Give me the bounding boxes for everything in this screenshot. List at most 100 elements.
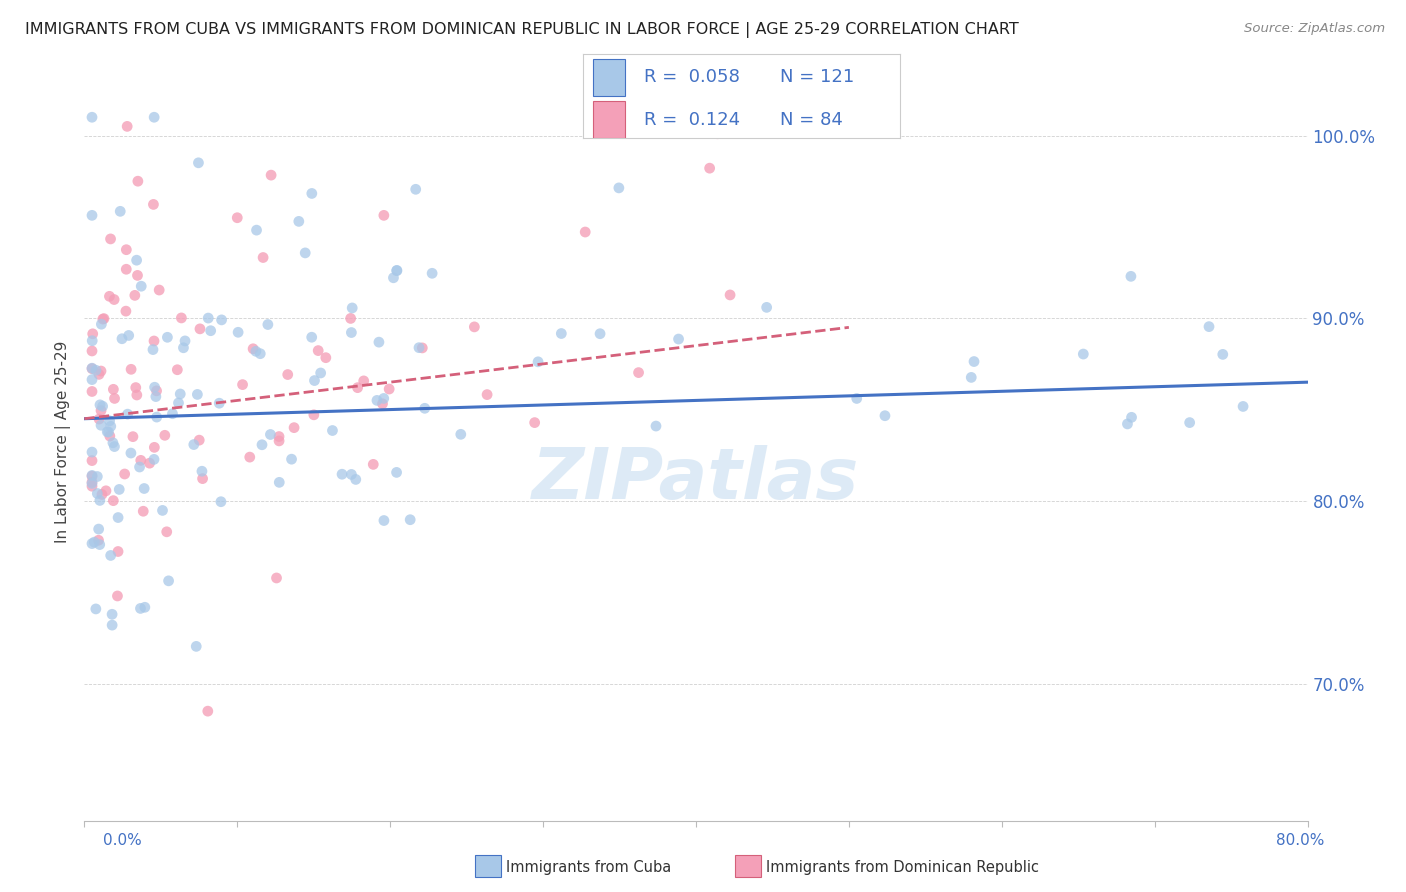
Point: [101, 435, 124, 450]
Point: [142, 197, 165, 211]
Text: Immigrants from Cuba: Immigrants from Cuba: [506, 860, 672, 874]
Point: [382, 270, 405, 285]
Point: [80, 476, 103, 491]
Point: [371, 397, 394, 411]
Point: [157, 574, 180, 588]
Point: [574, 225, 596, 239]
Point: [107, 510, 129, 524]
Point: [385, 466, 408, 480]
Point: [156, 330, 179, 344]
Point: [86, 486, 108, 500]
Point: [361, 458, 384, 472]
Point: [98, 429, 121, 443]
Point: [125, 253, 148, 268]
Point: [103, 392, 125, 406]
Point: [80, 445, 103, 459]
Point: [191, 464, 214, 478]
Point: [378, 382, 401, 396]
Point: [100, 549, 122, 563]
Point: [197, 704, 219, 718]
Point: [245, 344, 267, 359]
Point: [226, 211, 249, 225]
Point: [162, 407, 184, 421]
Point: [267, 434, 290, 448]
Point: [98, 289, 121, 303]
Point: [1232, 400, 1254, 414]
Point: [82, 326, 104, 341]
Point: [122, 430, 145, 444]
Point: [288, 214, 311, 228]
Point: [80, 479, 103, 493]
Point: [527, 355, 550, 369]
Bar: [593, 59, 624, 96]
Point: [186, 640, 208, 654]
Point: [277, 368, 299, 382]
Point: [84, 602, 107, 616]
Point: [114, 467, 136, 481]
Point: [80, 361, 103, 376]
Point: [232, 377, 254, 392]
Point: [115, 304, 138, 318]
Point: [260, 168, 283, 182]
Point: [307, 343, 329, 358]
Point: [963, 354, 986, 368]
Point: [1071, 347, 1094, 361]
Point: [373, 514, 395, 528]
Point: [101, 618, 124, 632]
Point: [128, 460, 150, 475]
Point: [90, 364, 112, 378]
Point: [174, 334, 197, 348]
Point: [89, 538, 111, 552]
Point: [120, 362, 142, 376]
Point: [420, 266, 443, 280]
Point: [145, 410, 167, 425]
Point: [408, 341, 430, 355]
Text: 0.0%: 0.0%: [103, 833, 142, 847]
Text: ZIPatlas: ZIPatlas: [533, 445, 859, 514]
Point: [103, 293, 125, 307]
Text: 80.0%: 80.0%: [1277, 833, 1324, 847]
Point: [209, 494, 232, 508]
Point: [80, 475, 103, 490]
Point: [1116, 417, 1139, 431]
Point: [1178, 416, 1201, 430]
Point: [97, 425, 120, 439]
Point: [124, 288, 146, 302]
Point: [252, 251, 274, 265]
Point: [1121, 410, 1143, 425]
Point: [188, 433, 211, 447]
Point: [167, 396, 190, 410]
Text: Immigrants from Dominican Republic: Immigrants from Dominican Republic: [766, 860, 1039, 874]
Point: [156, 524, 179, 539]
Text: Source: ZipAtlas.com: Source: ZipAtlas.com: [1244, 22, 1385, 36]
Point: [103, 493, 125, 508]
Point: [627, 366, 650, 380]
Point: [200, 324, 222, 338]
Point: [134, 482, 156, 496]
Point: [301, 186, 323, 201]
Point: [132, 504, 155, 518]
Point: [330, 467, 353, 482]
Point: [373, 392, 395, 406]
Point: [125, 388, 148, 402]
Point: [84, 363, 107, 377]
Point: [589, 326, 612, 341]
Point: [87, 533, 110, 548]
Point: [259, 427, 281, 442]
Point: [107, 589, 129, 603]
Point: [93, 311, 115, 326]
Point: [80, 468, 103, 483]
Point: [80, 384, 103, 399]
Point: [100, 419, 122, 434]
Point: [89, 398, 111, 412]
Point: [143, 452, 166, 467]
Point: [115, 243, 138, 257]
Point: [169, 387, 191, 401]
Point: [301, 330, 323, 344]
Point: [463, 319, 485, 334]
Point: [342, 301, 364, 315]
Point: [960, 370, 983, 384]
Point: [129, 279, 152, 293]
Point: [143, 380, 166, 394]
Point: [148, 283, 170, 297]
